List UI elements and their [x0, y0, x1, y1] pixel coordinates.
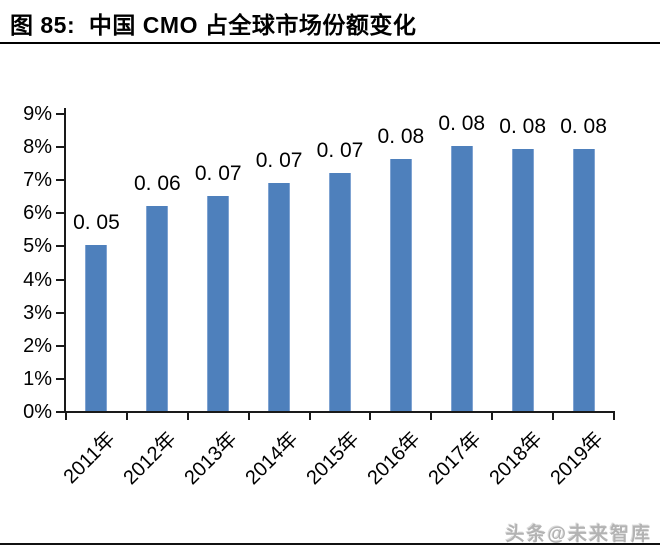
y-axis-tick: [56, 212, 64, 215]
y-axis-tick: [56, 411, 64, 413]
x-axis-category-label: 2012年: [119, 428, 181, 490]
bar-value-label: 0. 08: [560, 115, 607, 139]
watermark-toutiao-weilaizhiku: 头条@未来智库: [505, 524, 652, 545]
bar-2011年: [85, 245, 108, 411]
figure-title: 图 85: 中国 CMO 占全球市场份额变化: [10, 12, 417, 38]
y-axis-tick-label: 4%: [23, 268, 52, 291]
bar-2015年: [329, 172, 351, 411]
bar-2019年: [572, 149, 595, 411]
bar-2016年: [389, 159, 412, 411]
y-axis-tick: [56, 278, 64, 281]
bar-2017年: [450, 146, 473, 411]
x-axis-tick: [552, 413, 555, 420]
y-axis-tick-label: 3%: [23, 301, 52, 324]
y-axis-tick-label: 2%: [23, 334, 52, 357]
bar-value-label: 0. 07: [194, 161, 242, 185]
y-axis-line: [64, 108, 66, 413]
bar-value-label: 0. 07: [316, 138, 364, 162]
bar-value-label: 0. 06: [133, 171, 181, 195]
y-axis-tick-label: 5%: [23, 235, 52, 258]
y-axis-tick-label: 9%: [23, 103, 52, 125]
bar-2012年: [146, 205, 169, 411]
x-axis-category-label: 2018年: [485, 428, 547, 490]
x-axis-tick: [247, 413, 250, 420]
y-axis-tick: [56, 113, 64, 115]
bar-value-label: 0. 05: [73, 211, 120, 235]
bar-value-label: 0. 07: [255, 148, 303, 172]
y-axis-tick: [56, 179, 64, 182]
x-axis-category-label: 2015年: [302, 428, 364, 490]
bottom-rule: [0, 543, 660, 545]
bar-value-label: 0. 08: [499, 115, 547, 139]
bar-2018年: [511, 149, 534, 411]
y-axis-tick: [56, 146, 64, 149]
y-axis-tick: [56, 311, 64, 314]
bar-value-label: 0. 08: [438, 112, 486, 136]
x-axis-category-label: 2014年: [241, 428, 303, 490]
x-axis-category-label: 2013年: [180, 428, 242, 490]
x-axis-tick: [65, 413, 67, 420]
x-axis-category-label: 2017年: [424, 428, 486, 490]
y-axis-tick: [56, 377, 64, 380]
x-axis-tick: [491, 413, 494, 420]
y-axis-tick-label: 8%: [23, 136, 52, 159]
bar-2013年: [207, 195, 230, 411]
y-axis-tick-label: 7%: [23, 169, 52, 192]
bar-value-label: 0. 08: [377, 125, 425, 149]
x-axis-category-label: 2019年: [545, 428, 608, 490]
y-axis-tick: [56, 344, 64, 347]
y-axis-tick: [56, 245, 64, 248]
x-axis-tick: [613, 413, 615, 420]
x-axis-tick: [369, 413, 372, 420]
x-axis-tick: [430, 413, 433, 420]
bar-2014年: [268, 182, 291, 411]
x-axis-tick: [125, 413, 128, 420]
x-axis-tick: [186, 413, 189, 420]
x-axis-category-label: 2011年: [59, 428, 120, 489]
x-axis-category-label: 2016年: [363, 428, 425, 490]
y-axis-tick-label: 6%: [23, 202, 52, 225]
x-axis-line: [64, 411, 615, 413]
y-axis-tick-label: 0%: [23, 401, 52, 423]
y-axis-tick-label: 1%: [23, 367, 52, 390]
title-underline: [0, 42, 660, 44]
x-axis-tick: [308, 413, 311, 420]
